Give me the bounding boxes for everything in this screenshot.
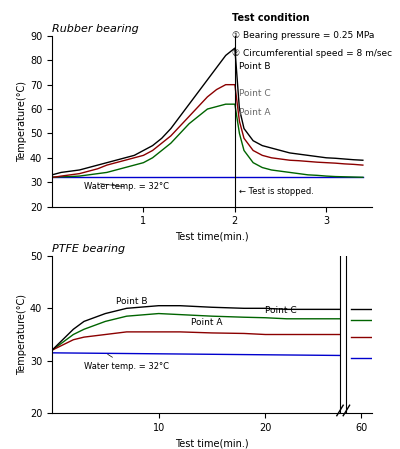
Text: Water temp. = 32°C: Water temp. = 32°C xyxy=(84,354,169,370)
Text: Point B: Point B xyxy=(240,62,271,71)
Text: Point A: Point A xyxy=(191,318,222,327)
Text: Test condition: Test condition xyxy=(232,13,310,23)
X-axis label: Test time(min.): Test time(min.) xyxy=(175,438,249,449)
Text: Point A: Point A xyxy=(240,108,271,117)
Text: ① Bearing pressure = 0.25 MPa: ① Bearing pressure = 0.25 MPa xyxy=(232,31,374,40)
Text: ← Test is stopped.: ← Test is stopped. xyxy=(240,187,314,196)
Text: Point B: Point B xyxy=(116,297,148,306)
Text: Rubber bearing: Rubber bearing xyxy=(52,24,139,34)
Text: ② Circumferential speed = 8 m/sec: ② Circumferential speed = 8 m/sec xyxy=(232,49,392,58)
Y-axis label: Temperature(°C): Temperature(°C) xyxy=(17,294,27,375)
X-axis label: Test time(min.): Test time(min.) xyxy=(175,232,249,242)
Text: Point C: Point C xyxy=(240,88,271,97)
Y-axis label: Temperature(°C): Temperature(°C) xyxy=(17,81,27,162)
Text: Point C: Point C xyxy=(265,305,297,314)
Text: Water temp. = 32°C: Water temp. = 32°C xyxy=(84,182,169,191)
Text: PTFE bearing: PTFE bearing xyxy=(52,244,125,254)
